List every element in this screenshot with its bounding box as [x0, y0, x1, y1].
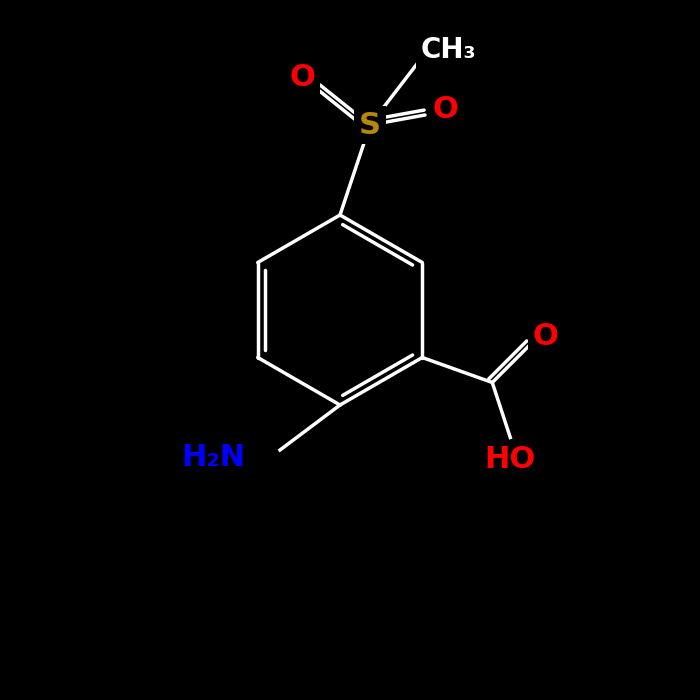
Text: CH₃: CH₃ [420, 36, 476, 64]
Text: H₂N: H₂N [181, 444, 245, 473]
Text: O: O [532, 322, 558, 351]
Text: O: O [289, 62, 315, 92]
Text: HO: HO [484, 445, 536, 474]
Text: O: O [432, 95, 458, 125]
Text: S: S [359, 111, 381, 139]
